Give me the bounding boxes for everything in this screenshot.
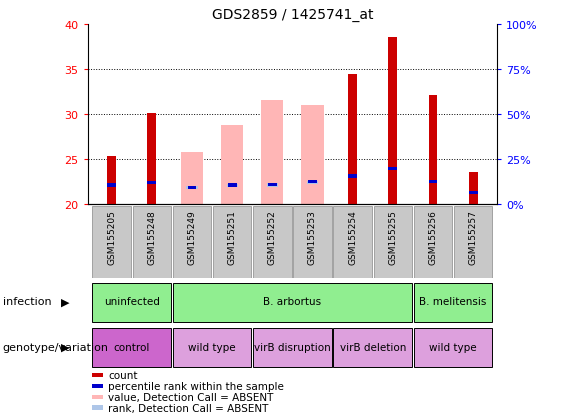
Text: wild type: wild type [188, 342, 236, 352]
Bar [268, 183, 277, 186]
Text: infection: infection [3, 297, 51, 306]
Text: GSM155252: GSM155252 [268, 210, 277, 265]
Bar [454, 206, 492, 279]
Bar [428, 180, 437, 183]
Bar [221, 126, 243, 204]
Bar [93, 328, 171, 368]
Bar [188, 187, 197, 190]
Text: genotype/variation: genotype/variation [3, 342, 109, 352]
Title: GDS2859 / 1425741_at: GDS2859 / 1425741_at [212, 8, 373, 22]
Text: value, Detection Call = ABSENT: value, Detection Call = ABSENT [108, 392, 273, 402]
Text: GSM155205: GSM155205 [107, 210, 116, 265]
Bar [133, 206, 171, 279]
Bar [107, 157, 116, 204]
Bar [147, 181, 157, 185]
Bar [228, 184, 237, 187]
Bar [213, 206, 251, 279]
Bar [308, 180, 317, 183]
Text: GSM155256: GSM155256 [428, 210, 437, 265]
Bar [92, 395, 103, 399]
Text: GSM155254: GSM155254 [348, 210, 357, 265]
Bar [414, 206, 452, 279]
Text: virB disruption: virB disruption [254, 342, 331, 352]
Bar [93, 206, 131, 279]
Bar [181, 152, 203, 204]
Text: ▶: ▶ [60, 342, 69, 352]
Bar [469, 191, 477, 195]
Text: ▶: ▶ [60, 297, 69, 306]
Text: B. melitensis: B. melitensis [419, 297, 486, 306]
Text: GSM155253: GSM155253 [308, 210, 317, 265]
Text: count: count [108, 370, 137, 380]
Text: uninfected: uninfected [104, 297, 160, 306]
Bar [414, 283, 492, 322]
Text: GSM155248: GSM155248 [147, 210, 157, 265]
Bar [261, 101, 284, 204]
Text: GSM155255: GSM155255 [388, 210, 397, 265]
Bar [227, 185, 238, 188]
Bar [388, 38, 397, 204]
Bar [173, 328, 251, 368]
Bar [147, 114, 157, 204]
Text: virB deletion: virB deletion [340, 342, 406, 352]
Bar [333, 328, 412, 368]
Bar [373, 206, 412, 279]
Bar [348, 75, 357, 204]
Bar [333, 206, 372, 279]
Text: control: control [114, 342, 150, 352]
Bar [186, 187, 198, 190]
Bar [267, 184, 278, 187]
Bar [92, 373, 103, 377]
Text: percentile rank within the sample: percentile rank within the sample [108, 381, 284, 391]
Bar [93, 283, 171, 322]
Bar [107, 184, 116, 187]
Text: wild type: wild type [429, 342, 477, 352]
Bar [388, 168, 397, 171]
Bar [92, 384, 103, 388]
Bar [173, 206, 211, 279]
Text: GSM155249: GSM155249 [188, 210, 197, 265]
Bar [301, 106, 324, 204]
Bar [253, 206, 292, 279]
Bar [428, 96, 437, 204]
Bar [307, 181, 318, 185]
Bar [293, 206, 332, 279]
Bar [173, 283, 412, 322]
Text: rank, Detection Call = ABSENT: rank, Detection Call = ABSENT [108, 403, 268, 413]
Bar [469, 173, 477, 204]
Bar [414, 328, 492, 368]
Bar [253, 328, 332, 368]
Text: GSM155251: GSM155251 [228, 210, 237, 265]
Text: GSM155257: GSM155257 [468, 210, 477, 265]
Text: B. arbortus: B. arbortus [263, 297, 321, 306]
Bar [348, 175, 357, 178]
Bar [92, 406, 103, 410]
